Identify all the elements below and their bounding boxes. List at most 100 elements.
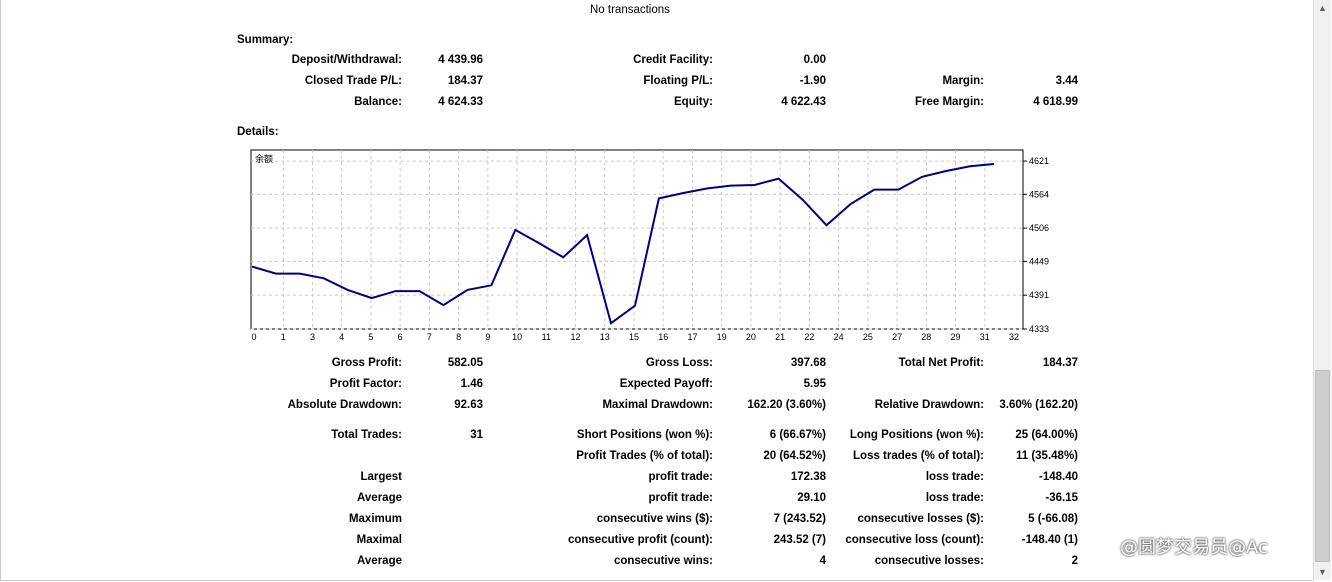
avg-cons-losses-value: 2 [1071,555,1078,567]
floating-pl-value: -1.90 [799,75,826,87]
short-positions-value: 6 (66.67%) [769,429,826,441]
average2-label: Average [357,555,402,567]
equity-value: 4 622.43 [781,96,826,108]
no-transactions-text: No transactions [590,4,670,16]
credit-facility-value: 0.00 [803,54,826,66]
x-tick-label: 24 [834,332,844,342]
closed-pl-value: 184.37 [447,75,483,87]
loss-trades-value: 11 (35.48%) [1015,450,1078,462]
avg-cons-wins-value: 4 [819,555,826,567]
maximal-cons-loss-value: -148.40 (1) [1021,534,1078,546]
scroll-up-arrow-icon[interactable]: ▲ [1315,0,1330,16]
x-tick-label: 10 [512,332,522,342]
y-tick-label: 4333 [1029,324,1049,334]
average-profit-value: 29.10 [797,492,826,504]
summary-heading: Summary: [237,34,294,46]
avg-cons-wins-label: consecutive wins: [613,555,713,567]
y-tick-label: 4391 [1029,290,1049,300]
profit-factor-value: 1.46 [460,378,483,390]
max-cons-losses-label: consecutive losses ($): [857,513,984,525]
margin-label: Margin: [942,75,984,87]
maximal-drawdown-label: Maximal Drawdown: [602,399,713,411]
deposit-label: Deposit/Withdrawal: [291,54,402,66]
x-tick-label: 0 [251,332,256,342]
relative-drawdown-value: 3.60% (162.20) [999,399,1078,411]
profit-trades-value: 20 (64.52%) [763,450,826,462]
free-margin-label: Free Margin: [914,96,984,108]
short-positions-label: Short Positions (won %): [576,429,713,441]
equity-label: Equity: [674,96,713,108]
x-tick-label: 5 [368,332,373,342]
maximal-label: Maximal [356,534,402,546]
maximum-label: Maximum [348,513,402,525]
x-tick-label: 27 [892,332,902,342]
absolute-drawdown-label: Absolute Drawdown: [287,399,402,411]
y-tick-label: 4621 [1029,156,1049,166]
y-tick-label: 4564 [1029,189,1049,199]
watermark-text: @圆梦交易员@Ac [1120,537,1268,558]
profit-factor-label: Profit Factor: [329,378,402,390]
x-tick-label: 19 [717,332,727,342]
total-trades-value: 31 [470,429,483,441]
balance-line [251,163,995,325]
long-positions-value: 25 (64.00%) [1015,429,1078,441]
scroll-down-arrow-icon[interactable]: ▼ [1315,564,1330,580]
avg-cons-losses-label: consecutive losses: [874,555,984,567]
x-tick-label: 16 [658,332,668,342]
largest-loss-value: -148.40 [1038,471,1078,483]
gross-profit-label: Gross Profit: [331,357,402,369]
x-tick-label: 31 [980,332,990,342]
x-tick-label: 15 [629,332,639,342]
details-heading: Details: [237,126,279,138]
gross-loss-label: Gross Loss: [645,357,713,369]
largest-profit-value: 172.38 [790,471,826,483]
expected-payoff-label: Expected Payoff: [619,378,713,390]
gross-profit-value: 582.05 [447,357,483,369]
x-tick-label: 28 [921,332,931,342]
largest-profit-label: profit trade: [648,471,713,483]
chart-title: 余额 [255,153,273,164]
loss-trades-label: Loss trades (% of total): [853,450,984,462]
long-positions-label: Long Positions (won %): [849,429,984,441]
maximal-drawdown-value: 162.20 (3.60%) [747,399,826,411]
x-tick-label: 12 [571,332,581,342]
balance-label: Balance: [354,96,402,108]
deposit-value: 4 439.96 [438,54,483,66]
max-cons-wins-label: consecutive wins ($): [596,513,713,525]
x-tick-label: 9 [485,332,490,342]
average-loss-value: -36.15 [1045,492,1078,504]
maximal-cons-profit-value: 243.52 (7) [773,534,826,546]
x-tick-label: 11 [542,332,551,342]
average-loss-label: loss trade: [925,492,984,504]
x-tick-label: 13 [600,332,610,342]
x-tick-label: 22 [804,332,814,342]
chart-plot-area [250,149,1024,330]
y-tick-label: 4506 [1029,223,1049,233]
scrollbar-thumb[interactable] [1315,370,1330,562]
largest-loss-label: loss trade: [925,471,984,483]
x-tick-label: 8 [456,332,461,342]
x-tick-label: 21 [775,332,785,342]
x-tick-label: 17 [687,332,697,342]
x-tick-label: 20 [746,332,756,342]
max-cons-losses-value: 5 (-66.08) [1028,513,1078,525]
average-profit-label: profit trade: [648,492,713,504]
largest-label: Largest [360,471,402,483]
x-tick-label: 1 [281,332,286,342]
profit-trades-label: Profit Trades (% of total): [576,450,713,462]
expected-payoff-value: 5.95 [803,378,826,390]
x-tick-label: 4 [339,332,344,342]
gross-loss-value: 397.68 [790,357,826,369]
y-tick-label: 4449 [1029,256,1049,266]
maximal-cons-loss-label: consecutive loss (count): [845,534,984,546]
vertical-scrollbar[interactable]: ▲ ▼ [1313,0,1331,580]
balance-value: 4 624.33 [438,96,483,108]
margin-value: 3.44 [1055,75,1078,87]
total-net-profit-value: 184.37 [1042,357,1078,369]
maximal-cons-profit-label: consecutive profit (count): [567,534,713,546]
x-tick-label: 29 [951,332,961,342]
average-label: Average [357,492,402,504]
floating-pl-label: Floating P/L: [643,75,713,87]
